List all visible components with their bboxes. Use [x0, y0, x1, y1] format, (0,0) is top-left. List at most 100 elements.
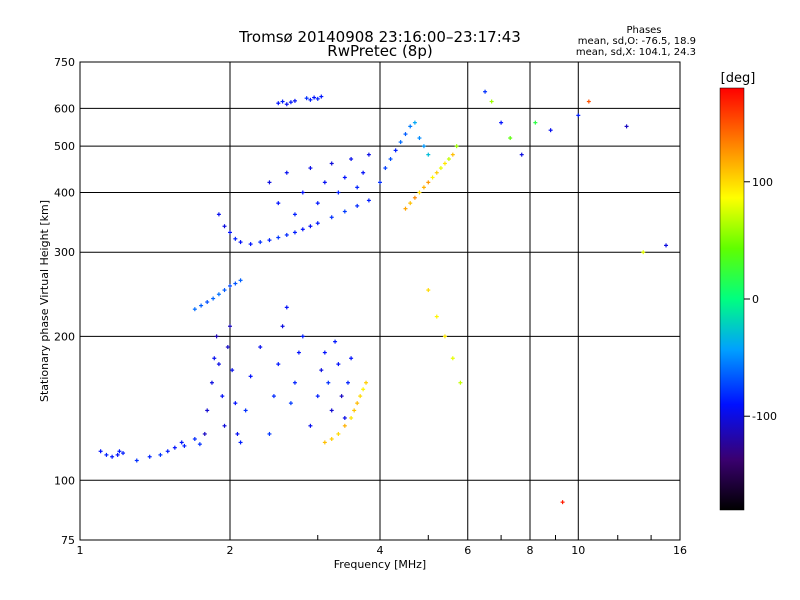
data-point: [271, 394, 276, 399]
grid-lines: [79, 62, 681, 540]
data-point: [238, 240, 243, 245]
colorbar-ticks: 100 0 -100: [744, 176, 777, 423]
data-point: [228, 324, 232, 329]
data-point: [548, 128, 553, 133]
data-point: [292, 230, 297, 235]
data-point: [117, 449, 122, 454]
data-point: [284, 232, 289, 237]
data-point: [192, 436, 197, 441]
data-point: [329, 161, 334, 166]
data-point: [276, 101, 281, 106]
data-point: [586, 99, 591, 104]
data-point: [333, 339, 338, 344]
data-point: [288, 100, 293, 105]
phase-stats-x: mean, sd,X: 104.1, 24.3: [576, 47, 696, 58]
data-point: [258, 240, 263, 245]
data-point: [312, 95, 317, 100]
x-axis-label: Frequency [MHz]: [334, 558, 426, 571]
data-point: [426, 180, 431, 185]
data-point: [211, 296, 216, 301]
x-tick-label: 2: [227, 544, 234, 557]
data-point: [345, 380, 350, 385]
chart-title: Tromsø 20140908 23:16:00–23:17:43: [238, 28, 521, 46]
data-point: [421, 144, 426, 149]
plot-frame: [79, 61, 681, 541]
data-point: [300, 190, 305, 195]
data-point: [388, 157, 393, 162]
data-point: [322, 180, 327, 185]
data-point: [199, 303, 204, 308]
data-point: [434, 314, 439, 319]
data-point: [641, 250, 646, 255]
data-point: [248, 374, 253, 379]
data-point: [284, 102, 289, 107]
data-point: [243, 408, 248, 413]
data-point: [230, 368, 235, 373]
data-point: [216, 212, 221, 217]
data-point: [336, 431, 341, 436]
data-point: [430, 175, 435, 180]
data-point: [197, 442, 202, 447]
data-point: [412, 120, 417, 125]
data-point: [446, 157, 451, 162]
data-point: [233, 401, 238, 406]
data-point: [339, 394, 344, 399]
data-point: [361, 387, 366, 392]
data-point: [292, 212, 297, 217]
data-point: [216, 362, 221, 367]
data-point: [304, 96, 309, 101]
data-point: [326, 380, 331, 385]
y-tick-label: 300: [54, 246, 75, 259]
data-point: [300, 227, 305, 232]
y-axis-ticks: 75 100 200 300 400 500 600 750: [54, 56, 75, 547]
data-point: [308, 166, 313, 171]
colorbar-tick-label: 0: [752, 293, 759, 306]
data-point: [300, 334, 305, 339]
data-point: [499, 120, 504, 125]
data-point: [209, 380, 214, 385]
data-point: [222, 224, 227, 229]
data-point: [319, 368, 324, 373]
data-point: [355, 185, 360, 190]
data-point: [342, 423, 347, 428]
data-point: [417, 136, 422, 141]
data-point: [403, 206, 408, 211]
data-point: [220, 394, 225, 399]
data-point: [519, 152, 524, 157]
data-point: [322, 350, 327, 355]
data-point: [624, 124, 629, 129]
data-point: [158, 452, 163, 457]
data-point: [267, 180, 272, 185]
data-point: [315, 394, 320, 399]
y-axis-label: Stationary phase Virtual Height [km]: [38, 200, 51, 402]
data-point: [355, 401, 360, 406]
data-point: [315, 96, 320, 101]
data-point: [182, 443, 187, 448]
data-point: [442, 161, 447, 166]
data-point: [258, 345, 263, 350]
y-tick-label: 500: [54, 140, 75, 153]
colorbar-tick-label: -100: [752, 410, 777, 423]
data-point: [235, 431, 240, 436]
data-point: [308, 97, 313, 102]
phase-stats-o: mean, sd,O: -76.5, 18.9: [578, 36, 696, 47]
data-point: [450, 356, 455, 361]
data-point: [98, 449, 103, 454]
data-point: [426, 288, 431, 293]
data-point: [421, 185, 426, 190]
data-point: [315, 221, 320, 226]
data-point: [393, 148, 398, 153]
data-point: [228, 283, 232, 288]
x-tick-label: 8: [527, 544, 534, 557]
data-point: [342, 415, 347, 420]
data-point: [349, 415, 354, 420]
data-point: [134, 458, 139, 463]
data-point: [233, 281, 238, 286]
data-point: [284, 170, 289, 175]
data-point: [225, 345, 230, 350]
data-point: [276, 201, 281, 206]
y-tick-label: 600: [54, 102, 75, 115]
data-point: [238, 440, 243, 445]
data-point: [315, 201, 320, 206]
data-point: [378, 180, 382, 185]
